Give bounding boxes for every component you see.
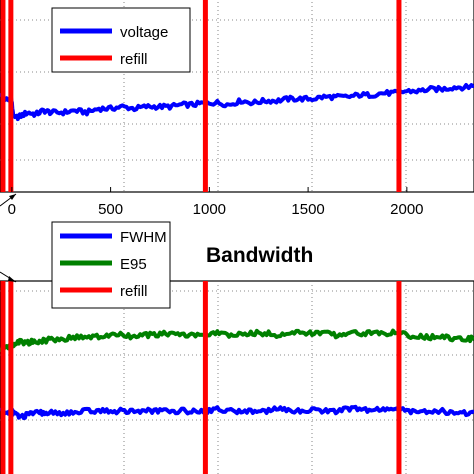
legend-label-fwhm: FWHM xyxy=(120,229,167,246)
x-tick-label: 500 xyxy=(98,201,123,218)
series-line-fwhm xyxy=(0,404,474,421)
voltage-x-ticks: 0 500 1000 1500 2000 xyxy=(8,187,424,218)
series-line-voltage xyxy=(0,83,474,122)
x-tick-label: 1500 xyxy=(291,201,324,218)
bandwidth-title: Bandwidth xyxy=(206,244,313,267)
x-tick-label: 2000 xyxy=(390,201,423,218)
legend-label-e95: E95 xyxy=(120,256,147,273)
voltage-legend: voltage refill xyxy=(51,7,191,73)
bandwidth-panel: Bandwidth FWHM E95 refill xyxy=(0,221,474,474)
bandwidth-axes-frame xyxy=(0,280,474,474)
bandwidth-legend: FWHM E95 refill xyxy=(51,221,171,309)
bandwidth-refill-lines xyxy=(0,281,402,474)
bandwidth-series-group xyxy=(0,328,474,421)
bandwidth-arrowhead-icon xyxy=(8,276,16,282)
voltage-refill-lines xyxy=(0,0,402,192)
series-line-e95 xyxy=(0,328,474,353)
voltage-series-group xyxy=(0,83,474,122)
voltage-legend-box xyxy=(51,7,191,73)
legend-label-refill: refill xyxy=(120,51,148,68)
x-tick-label: 0 xyxy=(8,201,16,218)
voltage-panel: 0 500 1000 1500 2000 voltage refill xyxy=(0,0,474,218)
legend-label-voltage: voltage xyxy=(120,24,168,41)
x-tick-label: 1000 xyxy=(193,201,226,218)
bandwidth-grid xyxy=(0,281,474,474)
legend-label-refill-bottom: refill xyxy=(120,283,148,300)
voltage-arrowhead-icon xyxy=(9,194,16,200)
